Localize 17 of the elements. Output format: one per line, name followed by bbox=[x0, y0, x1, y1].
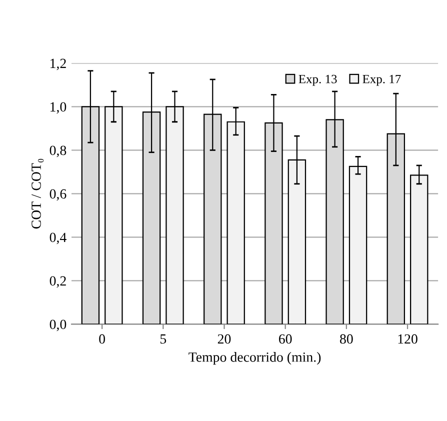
y-tick-label: 1,2 bbox=[50, 58, 66, 70]
x-tick-label: 0 bbox=[99, 334, 106, 344]
y-tick-label: 0,0 bbox=[50, 320, 66, 332]
y-tick-label: 0,2 bbox=[50, 276, 66, 288]
x-tick-label: 60 bbox=[278, 334, 292, 344]
x-tick-label: 80 bbox=[340, 334, 353, 344]
x-tick-label: 20 bbox=[218, 334, 231, 344]
legend-label: Exp. 13 bbox=[298, 74, 337, 86]
legend-label: Exp. 17 bbox=[362, 74, 401, 86]
y-axis-title: COT / COT₀ bbox=[32, 158, 44, 229]
y-tick-label: 0,6 bbox=[50, 189, 66, 201]
x-tick-label: 120 bbox=[398, 334, 418, 344]
x-axis-title: Tempo decorrido (min.) bbox=[188, 352, 321, 365]
y-tick-label: 1,0 bbox=[50, 102, 66, 114]
x-tick-label: 5 bbox=[160, 334, 166, 344]
y-tick-label: 0,4 bbox=[50, 232, 66, 244]
y-tick-label: 0,8 bbox=[50, 146, 66, 158]
